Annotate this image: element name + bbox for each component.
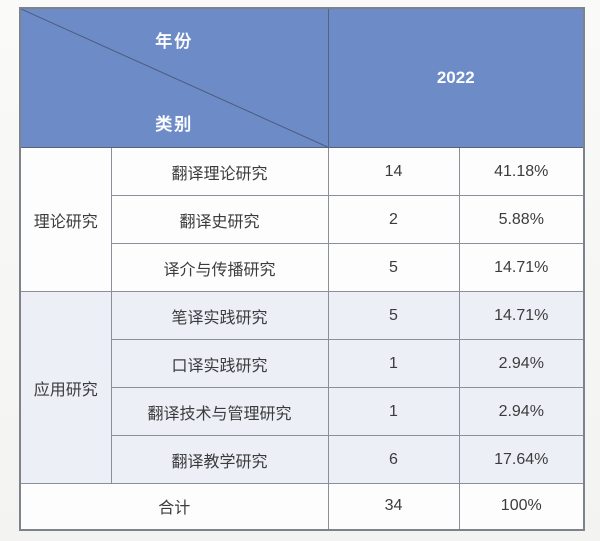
table-row: 翻译技术与管理研究 1 2.94% bbox=[20, 387, 585, 436]
percent-cell: 2.94% bbox=[458, 387, 585, 436]
category-cell: 翻译理论研究 bbox=[110, 147, 329, 196]
count-cell: 2 bbox=[327, 195, 460, 244]
total-percent-cell: 100% bbox=[458, 483, 585, 530]
count-cell: 5 bbox=[327, 243, 460, 292]
table-header-row: 年份 类别 2022 bbox=[19, 7, 585, 148]
group-cell-theoretical: 理论研究 bbox=[19, 147, 112, 292]
header-year-cell: 2022 bbox=[327, 7, 585, 148]
percent-cell: 2.94% bbox=[458, 339, 585, 388]
total-count-cell: 34 bbox=[327, 483, 460, 530]
count-cell: 5 bbox=[327, 291, 460, 340]
total-label-cell: 合计 bbox=[19, 483, 329, 530]
category-cell: 翻译史研究 bbox=[110, 195, 329, 244]
table-row: 译介与传播研究 5 14.71% bbox=[20, 243, 585, 292]
percent-cell: 5.88% bbox=[458, 195, 585, 244]
diagonal-divider-line bbox=[21, 9, 328, 147]
category-cell: 翻译教学研究 bbox=[110, 435, 329, 484]
category-cell: 笔译实践研究 bbox=[110, 291, 329, 340]
table-row: 应用研究 笔译实践研究 5 14.71% bbox=[19, 291, 585, 484]
group-cell-applied: 应用研究 bbox=[19, 291, 112, 484]
header-year-axis-label: 年份 bbox=[155, 32, 194, 51]
count-cell: 1 bbox=[327, 339, 460, 388]
table-row: 理论研究 翻译理论研究 14 41.18% bbox=[19, 147, 585, 292]
category-cell: 翻译技术与管理研究 bbox=[110, 387, 329, 436]
table-row: 口译实践研究 1 2.94% bbox=[20, 339, 585, 388]
count-cell: 1 bbox=[327, 387, 460, 436]
count-cell: 14 bbox=[327, 147, 460, 196]
header-diagonal-cell: 年份 类别 bbox=[19, 7, 329, 148]
research-stats-table: 年份 类别 2022 理论研究 翻译理论研究 14 41.18% 翻译史研究 2… bbox=[19, 7, 586, 531]
percent-cell: 41.18% bbox=[458, 147, 585, 196]
category-cell: 译介与传播研究 bbox=[110, 243, 329, 292]
percent-cell: 17.64% bbox=[458, 435, 585, 484]
count-cell: 6 bbox=[327, 435, 460, 484]
table-total-row: 合计 34 100% bbox=[19, 483, 585, 530]
diagonal-cell-content: 年份 类别 bbox=[21, 9, 328, 147]
percent-cell: 14.71% bbox=[458, 291, 585, 340]
table-row: 翻译教学研究 6 17.64% bbox=[20, 435, 585, 484]
header-category-axis-label: 类别 bbox=[155, 115, 194, 134]
percent-cell: 14.71% bbox=[458, 243, 585, 292]
category-cell: 口译实践研究 bbox=[110, 339, 329, 388]
